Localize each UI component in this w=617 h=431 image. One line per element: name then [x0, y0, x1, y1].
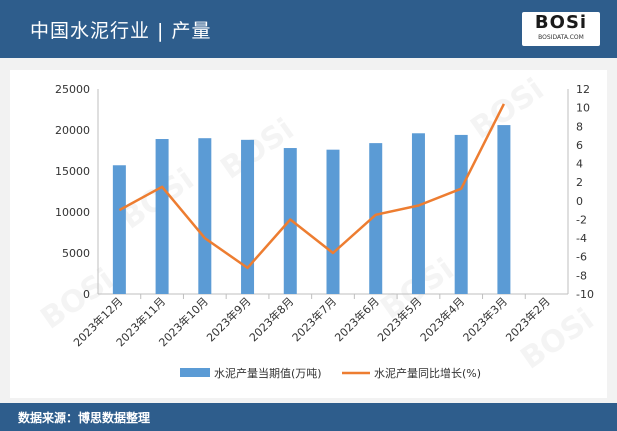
x-tick-label: 2023年9月 — [203, 294, 253, 344]
chart-legend: 水泥产量当期值(万吨) 水泥产量同比增长(%) — [180, 366, 481, 380]
x-axis-labels: 2023年12月2023年11月2023年10月2023年9月2023年8月20… — [70, 294, 552, 349]
y-right-tick-label: 2 — [576, 176, 583, 189]
bar-mark — [454, 134, 468, 294]
y-left-tick-label: 25000 — [55, 83, 90, 96]
footer-bar: 数据来源：博思数据整理 — [0, 403, 617, 431]
legend-label-line: 水泥产量同比增长(%) — [374, 366, 481, 380]
y-right-tick-label: -10 — [576, 288, 594, 301]
bar-mark — [155, 139, 169, 294]
logo-mark: BOSi — [534, 12, 588, 33]
legend-swatch-bar — [180, 368, 210, 377]
y-left-tick-label: 20000 — [55, 124, 90, 137]
x-tick-label: 2023年8月 — [246, 294, 296, 344]
header-bar: 中国水泥行业 | 产量 BOSi BOSIDATA.COM — [0, 0, 617, 58]
y-left-axis-labels: 0 5000 10000 15000 20000 25000 — [55, 83, 90, 301]
chart-panel: BOSiBOSiBOSiBOSiBOSiBOSi 2023年12月2023年11… — [10, 70, 607, 398]
bosi-logo: BOSi BOSIDATA.COM — [522, 12, 600, 46]
y-right-tick-label: 4 — [576, 158, 583, 171]
y-right-tick-label: -6 — [576, 251, 587, 264]
x-tick-label: 2023年7月 — [289, 294, 339, 344]
bar-mark — [241, 139, 255, 294]
y-right-tick-label: -4 — [576, 232, 587, 245]
y-right-axis-labels: -10 -8 -6 -4 -2 0 2 4 6 8 10 12 — [576, 83, 594, 301]
logo-subtext: BOSIDATA.COM — [538, 34, 584, 41]
combo-chart: BOSiBOSiBOSiBOSiBOSiBOSi 2023年12月2023年11… — [35, 72, 601, 380]
legend-label-bar: 水泥产量当期值(万吨) — [214, 366, 322, 380]
bar-mark — [326, 149, 340, 294]
bar-mark — [411, 133, 425, 294]
y-right-tick-label: 12 — [576, 83, 590, 96]
bar-mark — [497, 125, 511, 294]
y-right-tick-label: -8 — [576, 269, 587, 282]
y-right-tick-label: 8 — [576, 120, 583, 133]
bar-mark — [369, 143, 383, 294]
y-left-tick-label: 0 — [83, 288, 90, 301]
line-series — [118, 103, 506, 270]
y-right-tick-label: 6 — [576, 139, 583, 152]
page-title: 中国水泥行业 | 产量 — [30, 20, 212, 42]
watermark-text: BOSi — [35, 262, 121, 337]
y-right-tick-label: 0 — [576, 195, 583, 208]
y-left-tick-label: 5000 — [62, 247, 90, 260]
bar-mark — [112, 165, 126, 294]
bar-mark — [198, 138, 212, 294]
x-tick-label: 2023年6月 — [332, 294, 382, 344]
y-left-tick-label: 10000 — [55, 206, 90, 219]
x-tick-label: 2023年3月 — [460, 294, 510, 344]
y-right-tick-label: -2 — [576, 213, 587, 226]
data-source-note: 数据来源：博思数据整理 — [18, 411, 151, 425]
y-right-tick-label: 10 — [576, 102, 590, 115]
y-left-tick-label: 15000 — [55, 165, 90, 178]
growth-line — [118, 103, 506, 270]
